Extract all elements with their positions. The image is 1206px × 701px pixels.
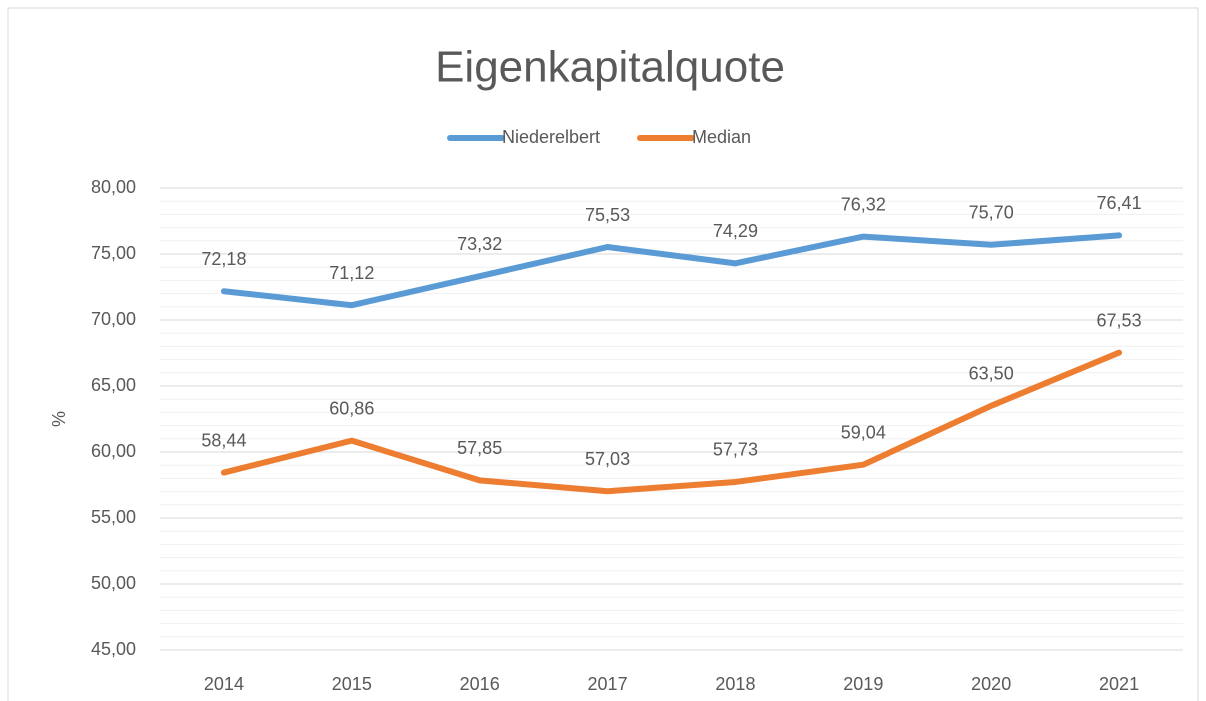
x-tick-label: 2014 [204,674,244,694]
data-label: 76,32 [841,194,886,214]
data-label: 57,85 [457,438,502,458]
x-tick-label: 2016 [460,674,500,694]
x-tick-label: 2020 [971,674,1011,694]
data-label: 57,03 [585,449,630,469]
y-tick-label: 60,00 [91,441,136,461]
x-tick-label: 2021 [1099,674,1139,694]
data-label: 59,04 [841,422,886,442]
chart-frame [7,7,1199,701]
x-tick-label: 2015 [332,674,372,694]
legend-label: Niederelbert [502,127,600,147]
data-label: 75,70 [969,203,1014,223]
y-tick-label: 50,00 [91,573,136,593]
data-label: 67,53 [1097,310,1142,330]
series-line [220,349,1123,495]
y-tick-label: 65,00 [91,375,136,395]
data-label: 75,53 [585,205,630,225]
data-label: 63,50 [969,364,1014,384]
data-label: 57,73 [713,440,758,460]
data-label: 71,12 [329,263,374,283]
y-tick-label: 80,00 [91,177,136,197]
chart-title: Eigenkapitalquote [435,43,785,92]
data-label: 72,18 [201,249,246,269]
data-label: 74,29 [713,221,758,241]
y-tick-label: 70,00 [91,309,136,329]
x-tick-label: 2019 [843,674,883,694]
x-tick-label: 2018 [715,674,755,694]
y-tick-label: 45,00 [91,639,136,659]
y-tick-label: 55,00 [91,507,136,527]
y-tick-label: 75,00 [91,243,136,263]
x-tick-label: 2017 [588,674,628,694]
legend-label: Median [692,127,751,147]
data-label: 73,32 [457,234,502,254]
data-label: 58,44 [201,430,246,450]
y-axis-label: % [49,411,69,427]
data-label: 60,86 [329,398,374,418]
series-line [220,232,1123,309]
data-label: 76,41 [1097,193,1142,213]
